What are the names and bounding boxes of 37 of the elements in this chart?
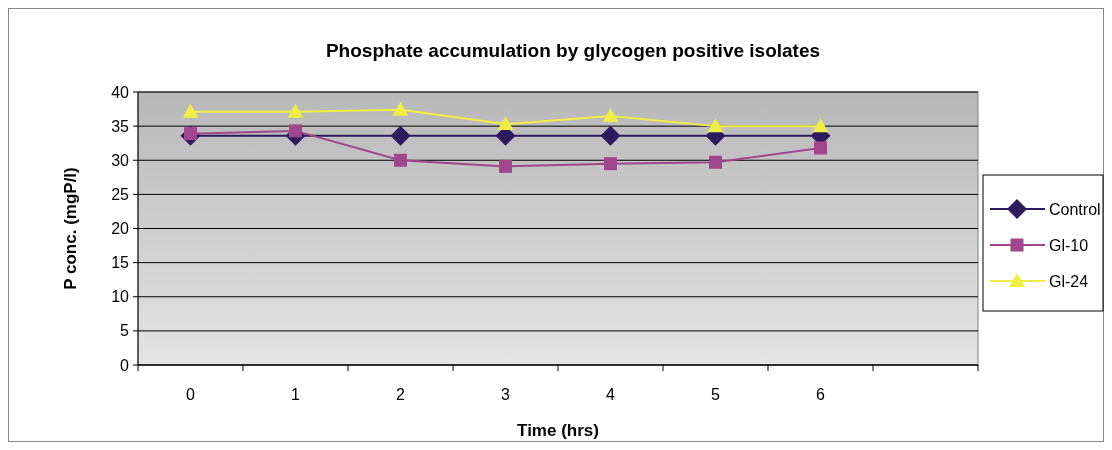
x-axis-title: Time (hrs) [517, 421, 599, 440]
y-tick-label: 35 [111, 117, 130, 135]
y-tick-label: 10 [111, 288, 130, 306]
point [499, 159, 512, 173]
point [600, 125, 621, 146]
y-tick-label: 30 [111, 151, 130, 169]
y-tick-label: 40 [111, 83, 130, 101]
point [287, 103, 304, 118]
point [390, 125, 411, 146]
chart-title: Phosphate accumulation by glycogen positive isolates [325, 40, 821, 61]
legend-label: Gl-10 [1049, 236, 1089, 254]
y-axis-title: P conc. (mgP/l) [61, 167, 80, 290]
legend-label: Gl-24 [1049, 272, 1089, 290]
y-tick-label: 20 [111, 220, 130, 238]
legend-label: Control [1049, 200, 1101, 218]
point [289, 124, 302, 138]
point [604, 157, 617, 171]
x-tick-label: 6 [816, 386, 826, 403]
y-tick-label: 25 [111, 185, 130, 203]
point [394, 153, 407, 167]
x-tick-label: 2 [396, 386, 406, 403]
x-tick-label: 3 [501, 386, 511, 403]
x-tick-label: 4 [606, 386, 616, 403]
point [182, 103, 199, 118]
y-tick-label: 5 [120, 322, 130, 340]
x-tick-label: 0 [186, 386, 196, 403]
x-tick-label: 5 [711, 386, 721, 403]
point [812, 118, 829, 133]
point [392, 101, 409, 116]
point [707, 118, 724, 133]
point [814, 141, 827, 155]
y-tick-label: 0 [120, 356, 130, 374]
point [709, 155, 722, 169]
point [602, 107, 619, 122]
point [497, 116, 514, 131]
x-tick-label: 1 [291, 386, 301, 403]
y-tick-label: 15 [111, 254, 130, 272]
